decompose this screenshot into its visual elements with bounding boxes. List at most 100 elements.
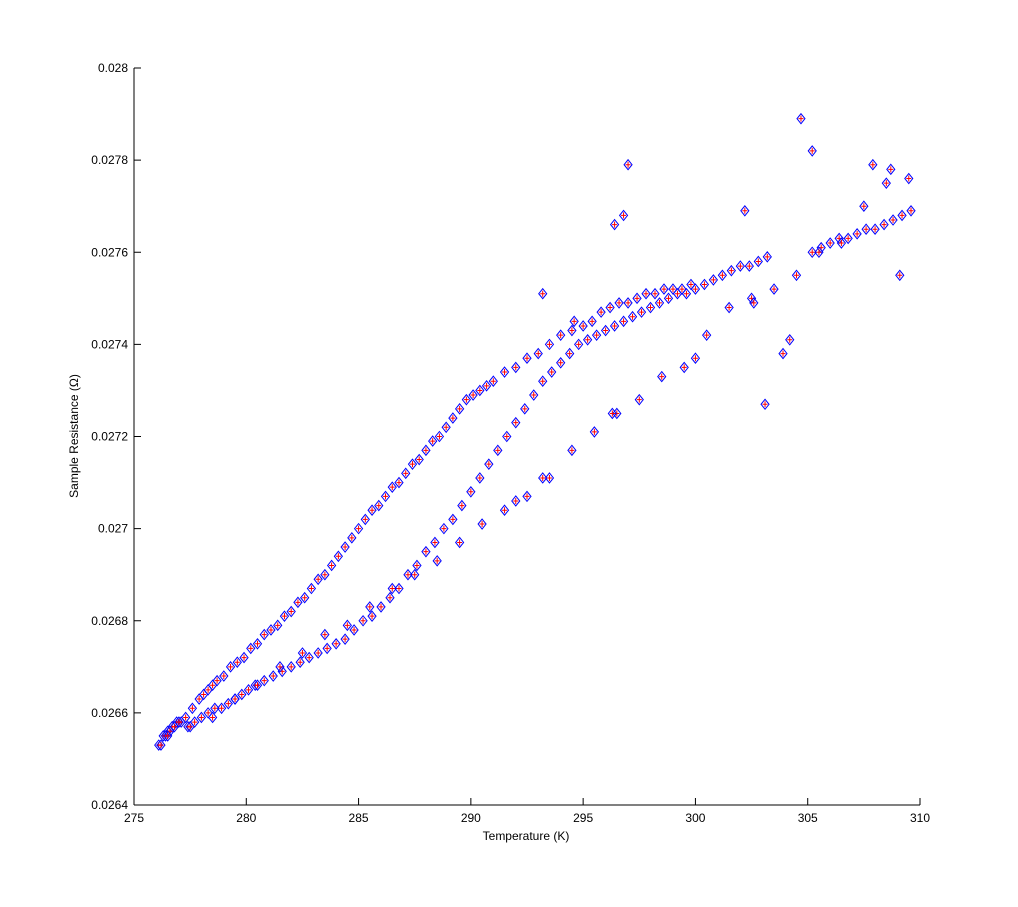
data-point [367, 504, 377, 517]
data-point [708, 274, 719, 286]
data-point [333, 550, 344, 563]
data-point [174, 716, 184, 728]
data-point [259, 628, 269, 641]
data-point [600, 324, 611, 337]
data-point [475, 384, 485, 397]
data-point [861, 223, 871, 236]
data-point [574, 338, 584, 351]
y-axis-label: Sample Resistance (Ω) [67, 374, 81, 498]
data-point [618, 315, 629, 328]
data-point [565, 347, 575, 360]
data-point [895, 269, 905, 282]
data-point [320, 568, 330, 581]
data-point [538, 287, 548, 300]
data-point [511, 361, 521, 374]
y-tick-label: 0.0276 [91, 245, 128, 259]
data-point [273, 619, 283, 632]
data-point [686, 278, 696, 291]
plot-area [134, 68, 920, 805]
data-point [645, 301, 656, 314]
y-tick-label: 0.027 [98, 522, 128, 536]
data-point [252, 637, 263, 650]
data-point [466, 485, 476, 498]
y-axis-ticks: 0.0264 0.0266 0.0268 0.027 0.0272 0.0274 0.027… [91, 61, 141, 812]
y-tick-label: 0.028 [98, 61, 128, 75]
data-point [181, 711, 191, 724]
data-point [522, 352, 532, 364]
x-tick-label: 290 [461, 811, 481, 825]
data-point [358, 614, 368, 627]
data-point [897, 209, 907, 222]
data-point [825, 237, 835, 249]
data-point [394, 476, 404, 489]
y-tick-label: 0.0278 [91, 153, 128, 167]
y-tick-label: 0.0268 [91, 614, 128, 628]
data-point [219, 670, 229, 682]
data-point [807, 145, 817, 157]
x-tick-label: 295 [573, 811, 593, 825]
data-point [520, 403, 530, 415]
x-tick-label: 305 [798, 811, 818, 825]
data-point [785, 333, 795, 346]
data-point [749, 297, 759, 309]
data-point [326, 559, 337, 572]
data-point [434, 430, 445, 443]
data-point [668, 283, 678, 295]
data-point [886, 163, 896, 176]
data-point [243, 684, 254, 696]
data-point [286, 605, 296, 618]
data-point [726, 264, 737, 277]
data-point [297, 647, 308, 659]
data-point [454, 403, 465, 415]
data-point [511, 495, 521, 507]
data-point [904, 172, 914, 185]
data-point [401, 467, 411, 480]
data-point [484, 458, 494, 470]
data-point [374, 499, 384, 512]
data-point [760, 398, 770, 411]
data-point [432, 555, 442, 567]
data-point [410, 568, 420, 581]
data-point [203, 707, 213, 719]
data-point [441, 421, 451, 434]
x-tick-label: 275 [124, 811, 144, 825]
data-point [499, 366, 510, 378]
data-point [663, 292, 674, 305]
data-point [232, 656, 242, 669]
data-point [578, 320, 588, 332]
data-point [493, 444, 503, 457]
data-point [556, 356, 566, 369]
data-point [702, 329, 712, 341]
data-point [252, 679, 263, 692]
y-tick-label: 0.0266 [91, 706, 128, 720]
data-point [605, 301, 615, 314]
data-point [677, 283, 687, 295]
data-point [724, 301, 734, 314]
data-point [609, 320, 620, 332]
data-point [475, 472, 485, 484]
data-point [461, 393, 472, 406]
data-point [230, 693, 240, 705]
data-point [340, 541, 350, 553]
x-tick-label: 310 [910, 811, 930, 825]
data-point [567, 324, 577, 337]
data-point [522, 490, 532, 503]
data-point [538, 375, 548, 388]
data-point [569, 315, 579, 328]
data-point [836, 237, 847, 249]
data-point [306, 582, 317, 595]
data-point [791, 269, 802, 282]
data-point [414, 453, 424, 466]
data-point [679, 361, 689, 374]
data-point [353, 522, 364, 535]
data-point [636, 306, 647, 318]
data-point [394, 582, 404, 595]
data-point [428, 435, 438, 447]
data-point [223, 697, 233, 710]
data-point [439, 522, 449, 535]
data-point [529, 389, 539, 401]
x-axis-label: Temperature (K) [483, 829, 570, 843]
data-point [499, 504, 510, 517]
data-point [342, 619, 352, 632]
